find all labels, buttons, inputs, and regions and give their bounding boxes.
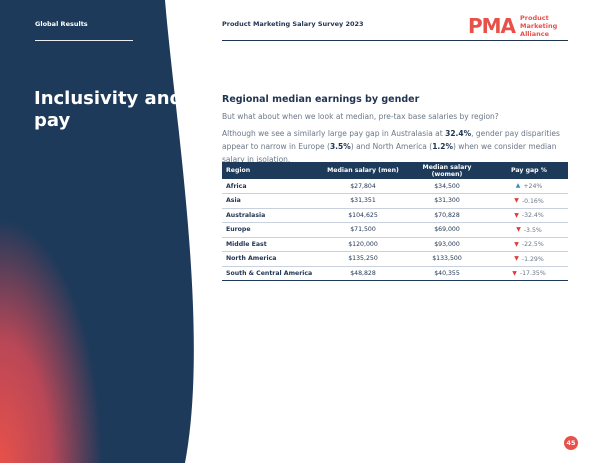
women-salary-cell: $31,300 [404,193,490,209]
pay-gap-cell: ▼ -1.29% [490,251,568,267]
analysis-text: ) when we consider median salary in isol… [222,142,557,164]
women-salary-cell: $133,500 [404,251,490,267]
pay-gap-cell: ▲ +24% [490,179,568,194]
women-salary-cell: $93,000 [404,237,490,252]
analysis-paragraph: Although we see a similarly large pay ga… [222,127,572,166]
table-row: North America $135,250 $133,500 ▼ -1.29% [222,251,568,267]
survey-title: Product Marketing Salary Survey 2023 [222,20,364,28]
page-title: Inclusivity and pay [34,88,183,131]
highlight-value: 32.4% [445,129,472,138]
triangle-up-icon: ▲ [515,182,521,190]
pay-gap-value: +24% [523,182,543,190]
header-divider [222,40,568,41]
table-row: Africa $27,804 $34,500 ▲ +24% [222,179,568,194]
highlight-value: 3.5% [329,142,351,151]
region-cell: Europe [222,222,322,238]
pay-gap-cell: ▼ -3.5% [490,222,568,238]
pay-gap-value: -3.5% [523,226,542,234]
men-salary-cell: $71,500 [322,222,404,238]
pay-gap-cell: ▼ -22.5% [490,237,568,252]
logo-text: Product Marketing Alliance [520,14,558,38]
triangle-down-icon: ▼ [512,269,517,277]
pay-gap-cell: ▼ -0.16% [490,193,568,209]
men-salary-cell: $135,250 [322,251,404,267]
pay-gap-value: -32.4% [521,212,544,219]
pay-gap-value: -17.35% [519,270,546,277]
table-row: Europe $71,500 $69,000 ▼ -3.5% [222,222,568,238]
table-row: Asia $31,351 $31,300 ▼ -0.16% [222,193,568,209]
triangle-down-icon: ▼ [514,197,519,204]
women-salary-cell: $40,355 [404,266,490,281]
table-row: Australasia $104,625 $70,828 ▼ -32.4% [222,208,568,223]
pay-gap-value: -22.5% [521,241,544,248]
region-cell: Middle East [222,237,322,252]
pay-gap-cell: ▼ -17.35% [490,266,568,281]
table-row: Middle East $120,000 $93,000 ▼ -22.5% [222,237,568,252]
men-salary-cell: $31,351 [322,193,404,209]
region-cell: Africa [222,179,322,194]
section-heading: Regional median earnings by gender [222,94,420,105]
analysis-text: Although we see a similarly large pay ga… [222,129,446,138]
pay-gap-cell: ▼ -32.4% [490,208,568,223]
men-salary-cell: $27,804 [322,179,404,194]
intro-paragraph: But what about when we look at median, p… [222,112,499,121]
column-header-women: Median salary (women) [422,163,472,178]
triangle-down-icon: ▼ [516,226,521,233]
region-cell: North America [222,251,322,267]
analysis-text: , gender pay disparities appear to narro… [222,129,560,151]
table-row: South & Central America $48,828 $40,355 ▼ -1… [222,266,568,281]
pay-gap-value: -1.29% [521,255,544,263]
pay-gap-value: -0.16% [521,197,544,205]
triangle-down-icon: ▼ [514,255,519,262]
salary-table: Region Median salary (men) Median salary… [222,162,568,281]
analysis-text: ) and North America ( [350,142,433,151]
column-header-men: Median salary (men) [327,167,399,174]
column-header-pay-gap: Pay gap % [511,167,547,174]
region-cell: South & Central America [222,266,322,281]
table-header-row: Region Median salary (men) Median salary… [222,162,568,179]
region-cell: Australasia [222,208,322,223]
page-number: 45 [564,436,578,450]
women-salary-cell: $34,500 [404,179,490,194]
column-header-region: Region [226,167,251,174]
pma-logo: PMA Product Marketing Alliance [468,14,584,38]
women-salary-cell: $70,828 [404,208,490,223]
section-label-divider [35,40,133,41]
triangle-down-icon: ▼ [514,211,519,219]
men-salary-cell: $48,828 [322,266,404,281]
triangle-down-icon: ▼ [514,240,519,248]
men-salary-cell: $104,625 [322,208,404,223]
highlight-value: 1.2% [432,142,453,151]
logo-mark: PMA [468,14,516,38]
women-salary-cell: $69,000 [404,222,490,238]
men-salary-cell: $120,000 [322,237,404,252]
section-label: Global Results [35,20,88,28]
region-cell: Asia [222,193,322,209]
